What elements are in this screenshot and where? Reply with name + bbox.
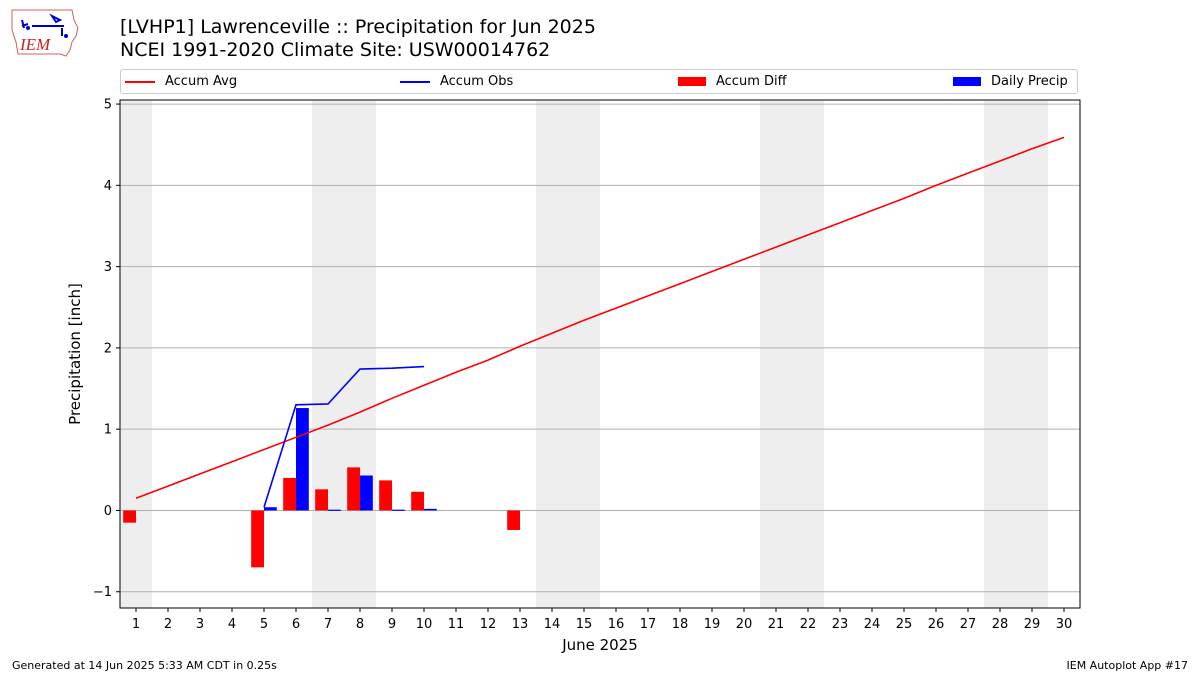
y-tick-label: 2 <box>104 341 112 356</box>
daily-precip-bar <box>296 408 309 511</box>
weekend-band <box>536 100 600 608</box>
x-tick-label: 12 <box>480 617 497 632</box>
daily-precip-bar <box>392 509 405 511</box>
weekend-band <box>760 100 824 608</box>
legend: Accum Avg Accum Obs Accum Diff Daily Pre… <box>120 69 1078 94</box>
x-tick-label: 19 <box>704 617 721 632</box>
x-tick-label: 17 <box>640 617 657 632</box>
accum-diff-bar <box>315 489 328 511</box>
x-tick-label: 7 <box>324 617 332 632</box>
legend-item-accum-diff: Accum Diff <box>678 74 787 90</box>
legend-item-accum-obs: Accum Obs <box>400 74 513 90</box>
legend-label-accum-obs: Accum Obs <box>440 74 514 89</box>
x-tick-label: 2 <box>164 617 172 632</box>
x-tick-label: 18 <box>672 617 689 632</box>
accum-avg-line <box>135 136 1065 500</box>
x-tick-label: 11 <box>448 617 465 632</box>
x-tick-label: 5 <box>260 617 268 632</box>
y-tick-label: −1 <box>93 585 112 600</box>
x-tick-label: 21 <box>768 617 785 632</box>
x-tick-label: 24 <box>864 617 881 632</box>
x-tick-label: 13 <box>512 617 529 632</box>
accum-diff-bar <box>507 510 520 530</box>
plot-frame <box>119 99 1081 609</box>
legend-swatch-daily-precip <box>953 77 981 86</box>
x-tick-label: 26 <box>928 617 945 632</box>
x-tick-label: 27 <box>960 617 977 632</box>
legend-label-accum-diff: Accum Diff <box>716 74 787 89</box>
daily-precip-bar <box>360 475 373 511</box>
daily-precip-bar <box>328 509 341 511</box>
x-tick-label: 3 <box>196 617 204 632</box>
x-tick-label: 23 <box>832 617 849 632</box>
x-tick-label: 30 <box>1056 617 1073 632</box>
legend-swatch-accum-diff <box>678 77 706 86</box>
x-tick-label: 25 <box>896 617 913 632</box>
x-tick-label: 9 <box>388 617 396 632</box>
chart-title: [LVHP1] Lawrenceville :: Precipitation f… <box>120 16 596 62</box>
y-tick-label: 0 <box>104 504 112 519</box>
x-tick-label: 14 <box>544 617 561 632</box>
autoplot-app-label: IEM Autoplot App #17 <box>1066 659 1189 672</box>
y-axis-label: Precipitation [inch] <box>66 283 84 425</box>
accum-diff-bar <box>379 480 392 511</box>
daily-precip-bar <box>424 508 437 511</box>
legend-swatch-accum-avg <box>125 80 155 83</box>
y-tick-label: 5 <box>104 98 112 113</box>
x-tick-label: 6 <box>292 617 300 632</box>
x-tick-label: 8 <box>356 617 364 632</box>
x-tick-label: 15 <box>576 617 593 632</box>
x-tick-label: 4 <box>228 617 236 632</box>
y-tick-label: 1 <box>104 423 112 438</box>
accum-diff-bar <box>411 491 424 511</box>
weekend-band <box>984 100 1048 608</box>
accum-diff-bar <box>251 510 264 568</box>
x-tick-label: 28 <box>992 617 1009 632</box>
x-tick-label: 22 <box>800 617 817 632</box>
daily-precip-bar <box>264 507 277 511</box>
accum-diff-bar <box>347 467 360 511</box>
legend-item-daily-precip: Daily Precip <box>953 74 1068 90</box>
x-tick-label: 20 <box>736 617 753 632</box>
x-tick-label: 29 <box>1024 617 1041 632</box>
title-line-1: [LVHP1] Lawrenceville :: Precipitation f… <box>120 16 596 38</box>
legend-swatch-accum-obs <box>400 80 430 83</box>
x-tick-label: 1 <box>132 617 140 632</box>
legend-item-accum-avg: Accum Avg <box>125 74 237 90</box>
iowa-map-icon: IEM <box>11 9 79 57</box>
legend-label-daily-precip: Daily Precip <box>991 74 1068 89</box>
legend-label-accum-avg: Accum Avg <box>165 74 238 89</box>
accum-diff-bar <box>283 477 296 511</box>
accum-diff-bar <box>123 510 136 523</box>
y-tick-label: 3 <box>104 260 112 275</box>
accum-obs-line <box>263 365 425 508</box>
title-line-2: NCEI 1991-2020 Climate Site: USW00014762 <box>120 39 551 61</box>
weekend-band <box>312 100 376 608</box>
weekend-band <box>120 100 152 608</box>
x-axis-label: June 2025 <box>561 636 638 654</box>
generated-timestamp: Generated at 14 Jun 2025 5:33 AM CDT in … <box>12 659 277 672</box>
y-tick-label: 4 <box>104 179 112 194</box>
x-tick-label: 10 <box>416 617 433 632</box>
x-tick-label: 16 <box>608 617 625 632</box>
iem-logo: IEM <box>8 6 80 58</box>
svg-text:IEM: IEM <box>19 35 51 54</box>
